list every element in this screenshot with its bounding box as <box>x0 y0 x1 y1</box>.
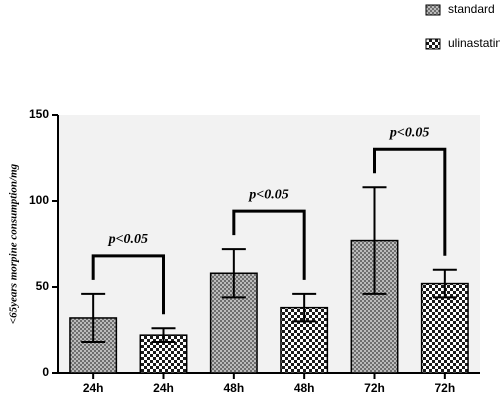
annotation: p<0.05 <box>248 187 288 202</box>
y-tick-label: 0 <box>42 365 49 379</box>
significance-bracket <box>373 147 447 256</box>
y-axis-label: <65years morpine consumption/mg <box>8 163 20 324</box>
x-tick-label: 48h <box>294 381 315 395</box>
plot-area <box>58 115 480 373</box>
legend-label: standard <box>448 2 495 16</box>
x-tick-label: 72h <box>434 381 455 395</box>
error-bar <box>151 327 176 344</box>
error-bar <box>362 186 387 295</box>
x-tick-label: 48h <box>223 381 244 395</box>
x-tick-label: 72h <box>364 381 385 395</box>
significance-bracket <box>232 209 306 280</box>
x-tick-label: 24h <box>83 381 104 395</box>
bar <box>420 282 469 374</box>
y-tick-label: 150 <box>29 107 49 121</box>
annotation: p<0.05 <box>389 125 429 140</box>
x-tick-label: 24h <box>153 381 174 395</box>
legend-swatch <box>425 4 441 16</box>
y-tick-label: 50 <box>36 279 50 293</box>
significance-bracket <box>91 254 165 315</box>
y-tick-label: 100 <box>29 193 49 207</box>
error-bar <box>292 292 317 323</box>
legend-label: ulinastatin <box>448 36 500 50</box>
error-bar <box>81 292 106 344</box>
error-bar <box>221 248 246 299</box>
legend-swatch <box>425 38 441 50</box>
error-bar <box>432 268 457 299</box>
annotation: p<0.05 <box>108 232 148 247</box>
